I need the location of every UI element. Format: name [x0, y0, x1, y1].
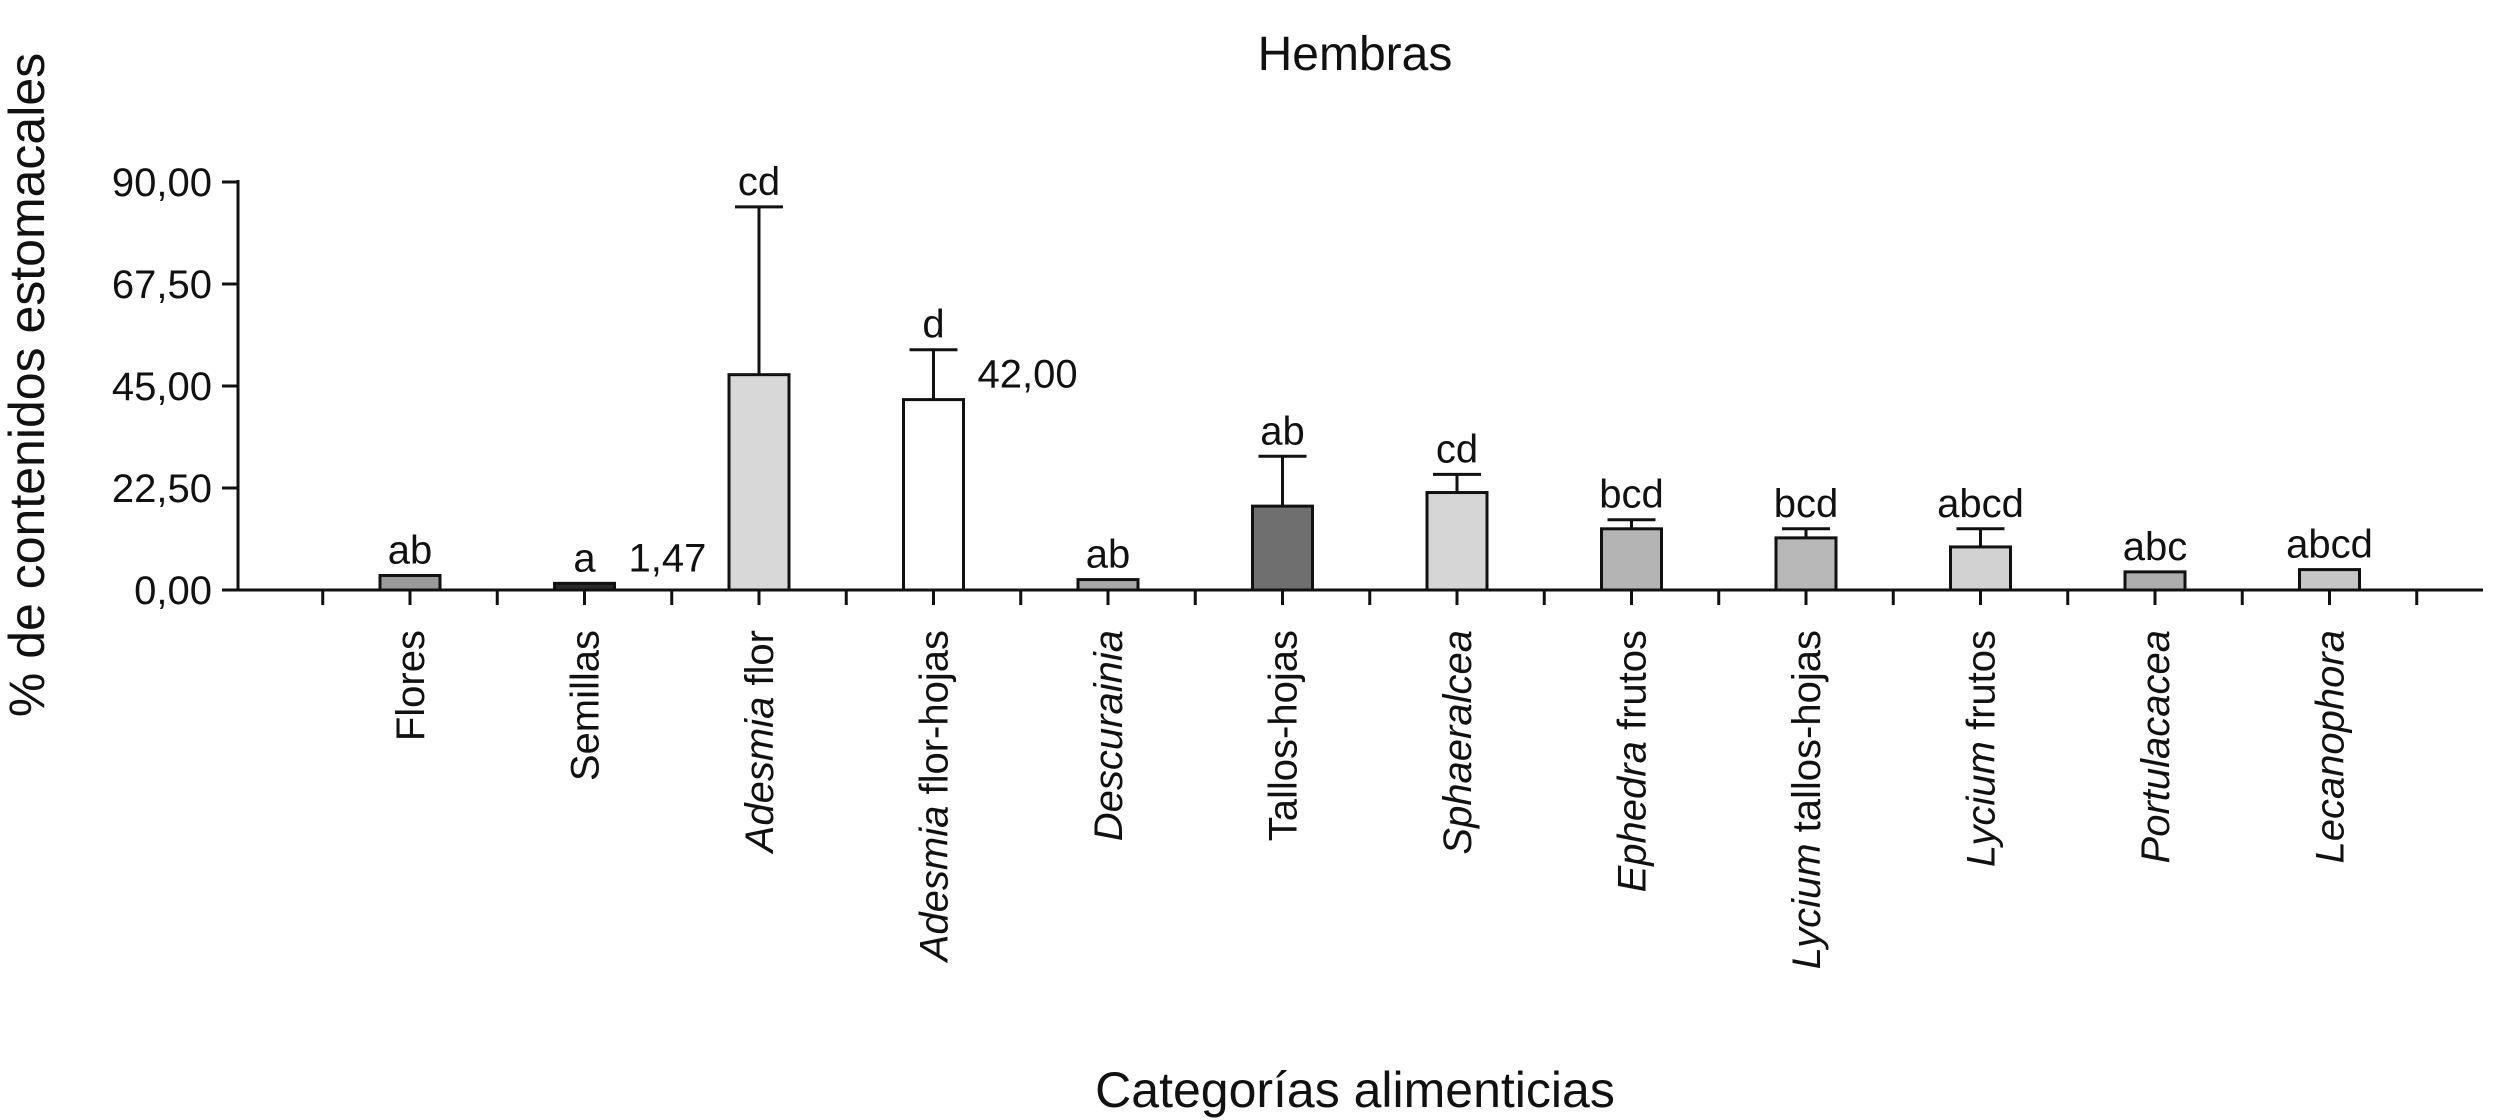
category-label-part: Sphaeralcea [1436, 630, 1480, 855]
category-label: Ephedra frutos [1611, 630, 1655, 892]
category-label-part: Adesmia [913, 806, 957, 964]
category-label-part: Ephedra [1611, 741, 1655, 892]
bar-2 [553, 581, 616, 592]
category-label-part: flor [738, 630, 782, 697]
bar-8 [1600, 527, 1663, 592]
category-label-part: Adesmia [738, 697, 782, 855]
significance-label: abcd [2286, 523, 2373, 567]
bar-11 [2123, 570, 2187, 592]
category-label: Semillas [564, 630, 608, 781]
category-label-part: Tallos-hojas [1262, 630, 1306, 841]
bar-12 [2298, 568, 2361, 592]
category-label-part: Portulacacea [2134, 630, 2178, 863]
y-tick-label: 0,00 [134, 569, 212, 613]
category-label-part: Lycium [1785, 843, 1829, 969]
significance-label: abcd [1937, 482, 2024, 526]
category-label: Lycium tallos-hojas [1785, 630, 1829, 969]
x-axis-label: Categorías alimenticias [1095, 1062, 1615, 1118]
category-label: Lycium frutos [1960, 630, 2004, 867]
bar-7 [1425, 491, 1489, 592]
significance-label: a [573, 536, 596, 580]
significance-label: bcd [1599, 473, 1664, 517]
category-label: Portulacacea [2134, 630, 2178, 863]
bar-4 [902, 398, 965, 592]
category-label: Lecanophora [2309, 630, 2353, 864]
category-label-part: tallos-hojas [1785, 630, 1829, 843]
category-label-part: frutos [1611, 630, 1655, 741]
category-label: Tallos-hojas [1262, 630, 1306, 841]
significance-label: ab [1260, 409, 1305, 453]
chart-title: Hembras [1258, 28, 1453, 81]
y-axis-label: % de contenidos estomacales [0, 53, 55, 717]
category-label: Adesmia flor [738, 630, 782, 854]
bar-5 [1076, 578, 1140, 592]
value-label: 1,47 [629, 536, 707, 580]
category-label: Sphaeralcea [1436, 630, 1480, 855]
y-tick-label: 90,00 [112, 161, 212, 205]
category-label: Descurainia [1087, 630, 1131, 841]
category-label-part: flor-hojas [913, 630, 957, 806]
significance-label: cd [1436, 427, 1478, 471]
bar-3 [727, 373, 791, 592]
plot-area: 0,00 22,50 45,00 67,50 90,00 ab Flores a Semilla… [112, 160, 2483, 969]
category-label-part: Descurainia [1087, 630, 1131, 841]
y-tick-label: 67,50 [112, 263, 212, 307]
category-label-part: frutos [1960, 630, 2004, 741]
category-label-part: Flores [389, 630, 433, 741]
category-label: Adesmia flor-hojas [913, 630, 957, 963]
significance-label: abc [2123, 525, 2188, 569]
bar-6 [1251, 504, 1314, 592]
significance-label: cd [738, 160, 780, 204]
significance-label: ab [1086, 533, 1131, 577]
y-tick-label: 45,00 [112, 365, 212, 409]
significance-label: d [922, 303, 944, 347]
significance-label: ab [388, 528, 433, 572]
category-label-part: Semillas [564, 630, 608, 781]
bar-1 [378, 573, 442, 592]
y-tick-label: 22,50 [112, 467, 212, 511]
bar-9 [1774, 536, 1838, 592]
value-label: 42,00 [978, 353, 1078, 397]
bar-10 [1949, 545, 2012, 592]
category-label-part: Lycium [1960, 741, 2004, 867]
category-label: Flores [389, 630, 433, 741]
category-label-part: Lecanophora [2309, 630, 2353, 864]
significance-label: bcd [1774, 482, 1839, 526]
